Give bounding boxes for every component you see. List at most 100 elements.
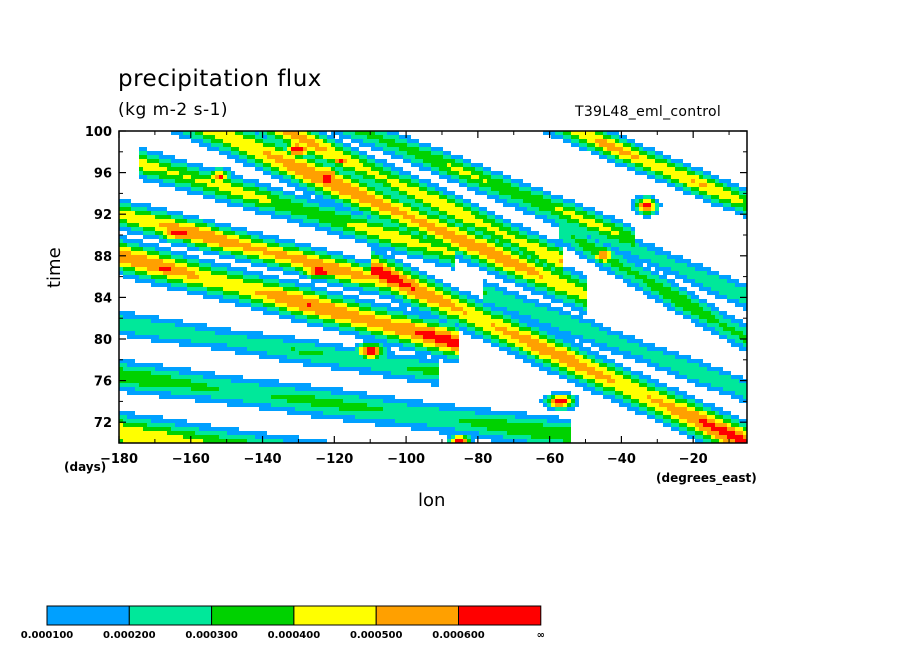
field-cell (443, 255, 447, 259)
field-cell (195, 263, 199, 267)
field-cell (399, 155, 403, 159)
field-cell (355, 315, 359, 319)
field-cell (331, 203, 335, 207)
field-cell (523, 207, 527, 211)
field-cell (227, 183, 231, 187)
field-cell (247, 187, 251, 191)
field-cell (487, 307, 491, 311)
field-cell (123, 315, 127, 319)
field-cell (343, 263, 347, 267)
field-cell (355, 299, 359, 303)
field-cell (395, 223, 399, 227)
field-cell (435, 243, 439, 247)
field-cell (547, 131, 551, 135)
field-cell (499, 219, 503, 223)
field-cell (575, 239, 579, 243)
field-cell (515, 231, 519, 235)
field-cell (411, 255, 415, 259)
field-cell (267, 263, 271, 267)
field-cell (379, 207, 383, 211)
field-cell (207, 239, 211, 243)
field-cell (239, 199, 243, 203)
field-cell (331, 151, 335, 155)
field-cell (415, 187, 419, 191)
field-cell (491, 175, 495, 179)
field-cell (203, 179, 207, 183)
field-cell (191, 175, 195, 179)
field-cell (403, 251, 407, 255)
field-cell (483, 307, 487, 311)
field-cell (535, 319, 539, 323)
field-cell (411, 275, 415, 279)
field-cell (403, 287, 407, 291)
field-cell (719, 311, 723, 315)
field-cell (635, 259, 639, 263)
field-cell (171, 171, 175, 175)
field-cell (407, 155, 411, 159)
field-cell (411, 239, 415, 243)
field-cell (159, 247, 163, 251)
field-cell (375, 231, 379, 235)
field-cell (691, 299, 695, 303)
field-cell (251, 243, 255, 247)
field-cell (515, 235, 519, 239)
field-cell (471, 243, 475, 247)
field-cell (543, 203, 547, 207)
field-cell (311, 187, 315, 191)
field-cell (443, 199, 447, 203)
field-cell (343, 283, 347, 287)
field-cell (395, 291, 399, 295)
field-cell (431, 287, 435, 291)
field-cell (303, 187, 307, 191)
field-cell (399, 243, 403, 247)
field-cell (719, 199, 723, 203)
field-cell (207, 131, 211, 135)
field-cell (227, 167, 231, 171)
field-cell (315, 227, 319, 231)
field-cell (327, 267, 331, 271)
field-cell (179, 175, 183, 179)
field-cell (303, 203, 307, 207)
field-cell (623, 275, 627, 279)
field-cell (283, 147, 287, 151)
field-cell (387, 295, 391, 299)
field-cell (619, 239, 623, 243)
field-cell (199, 143, 203, 147)
field-cell (535, 259, 539, 263)
field-cell (175, 175, 179, 179)
field-cell (171, 155, 175, 159)
field-cell (411, 279, 415, 283)
field-cell (291, 299, 295, 303)
field-cell (255, 195, 259, 199)
field-cell (359, 263, 363, 267)
field-cell (579, 135, 583, 139)
field-cell (535, 247, 539, 251)
field-cell (391, 291, 395, 295)
field-cell (511, 223, 515, 227)
field-cell (483, 207, 487, 211)
field-cell (315, 279, 319, 283)
field-cell (563, 215, 567, 219)
field-cell (455, 207, 459, 211)
field-cell (355, 267, 359, 271)
field-cell (595, 247, 599, 251)
field-cell (559, 247, 563, 251)
field-cell (327, 319, 331, 323)
field-cell (203, 195, 207, 199)
field-cell (299, 143, 303, 147)
field-cell (431, 279, 435, 283)
field-cell (371, 183, 375, 187)
field-cell (419, 299, 423, 303)
field-cell (599, 139, 603, 143)
field-cell (395, 171, 399, 175)
field-cell (575, 251, 579, 255)
field-cell (259, 251, 263, 255)
field-cell (403, 175, 407, 179)
field-cell (551, 255, 555, 259)
field-cell (691, 175, 695, 179)
field-cell (347, 287, 351, 291)
field-cell (627, 227, 631, 231)
field-cell (415, 243, 419, 247)
field-cell (411, 227, 415, 231)
field-cell (359, 311, 363, 315)
